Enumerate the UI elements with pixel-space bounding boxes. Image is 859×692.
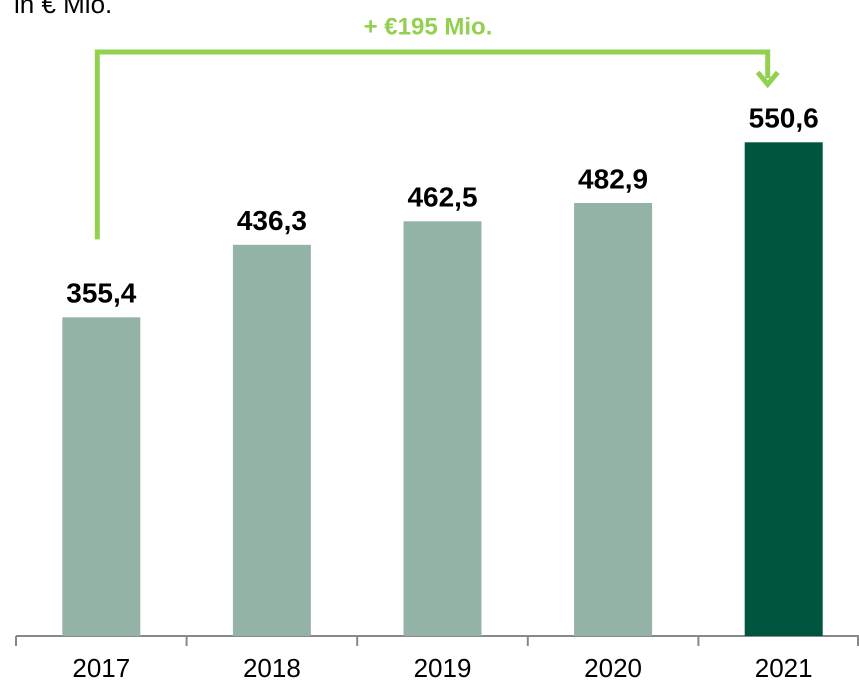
value-label: 550,6 — [749, 103, 819, 134]
value-label: 482,9 — [578, 163, 648, 194]
x-tick-label: 2018 — [243, 653, 301, 683]
bar — [232, 244, 311, 636]
value-label: 355,4 — [66, 278, 136, 309]
x-tick-label: 2021 — [755, 653, 813, 683]
value-label: 462,5 — [407, 182, 477, 213]
bar — [744, 142, 823, 636]
chart-title: in € Mio. — [14, 0, 112, 19]
growth-arrowhead — [755, 70, 780, 89]
x-tick-label: 2019 — [414, 653, 472, 683]
growth-arrow — [94, 49, 771, 240]
bar — [403, 221, 482, 636]
x-tick-label: 2020 — [584, 653, 642, 683]
bar — [574, 202, 653, 636]
value-label: 436,3 — [237, 205, 307, 236]
annotation: + €195 Mio. — [364, 13, 493, 40]
bar — [62, 317, 141, 636]
x-tick-label: 2017 — [72, 653, 130, 683]
